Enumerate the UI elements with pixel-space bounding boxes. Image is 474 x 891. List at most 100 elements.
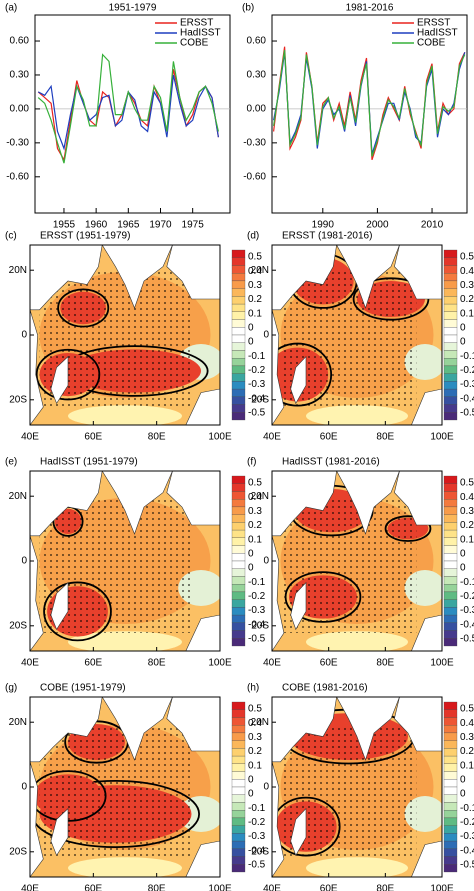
lat-label: 0 xyxy=(263,556,269,567)
colorbar-box xyxy=(231,358,246,367)
lat-label: 20S xyxy=(251,620,269,631)
colorbar-box xyxy=(443,327,458,336)
colorbar-box xyxy=(443,794,458,803)
colorbar-box xyxy=(231,864,246,873)
map-field xyxy=(30,471,220,651)
colorbar-box xyxy=(231,522,246,531)
lat-label: 0 xyxy=(21,782,27,793)
colorbar-label: 0.3 xyxy=(248,732,262,743)
lon-label: 100E xyxy=(430,884,454,891)
colorbar-box xyxy=(231,833,246,842)
colorbar-label: 0.2 xyxy=(460,746,474,757)
colorbar-box xyxy=(231,568,246,577)
colorbar-label: 0.5 xyxy=(248,478,262,489)
colorbar-box xyxy=(231,748,246,757)
map-field xyxy=(30,697,220,877)
colorbar-box xyxy=(443,709,458,718)
colorbar-box xyxy=(231,810,246,819)
colorbar-label: 0.2 xyxy=(248,520,262,531)
map-title: HadISST (1981-2016) xyxy=(282,457,380,468)
land xyxy=(336,697,400,761)
land xyxy=(272,697,337,763)
colorbar-box xyxy=(443,350,458,359)
colorbar-label: 0.3 xyxy=(248,280,262,291)
land xyxy=(411,388,442,425)
colorbar-box xyxy=(231,709,246,718)
colorbar-label: -0.4 xyxy=(248,845,266,856)
colorbar-label: -0.2 xyxy=(460,365,474,376)
colorbar-box xyxy=(443,607,458,616)
colorbar-label: 0.4 xyxy=(248,492,262,503)
map-title: ERSST (1981-2016) xyxy=(282,231,372,242)
colorbar-box xyxy=(443,568,458,577)
lon-label: 40E xyxy=(21,432,39,443)
lon-label: 80E xyxy=(148,658,166,669)
colorbar-box xyxy=(231,856,246,865)
sst-field-cool xyxy=(306,857,408,877)
colorbar-box xyxy=(231,288,246,297)
land xyxy=(50,807,69,857)
colorbar-box xyxy=(443,638,458,647)
land xyxy=(30,309,44,425)
colorbar-box xyxy=(443,545,458,554)
colorbar-label: -0.3 xyxy=(248,831,266,842)
plot-frame xyxy=(271,14,468,214)
colorbar-label: 0.5 xyxy=(248,252,262,263)
land xyxy=(30,697,103,763)
y-tick-label: 0.00 xyxy=(247,104,267,115)
colorbar-box xyxy=(231,614,246,623)
land xyxy=(101,471,173,535)
colorbar-box xyxy=(231,840,246,849)
x-tick-label: 1955 xyxy=(53,220,76,231)
colorbar-box xyxy=(231,280,246,289)
land xyxy=(272,761,285,877)
colorbar-label: -0.3 xyxy=(460,379,474,390)
lon-label: 60E xyxy=(84,884,102,891)
legend-label: HadISST xyxy=(180,28,221,39)
colorbar-box xyxy=(443,342,458,351)
colorbar-label: 0.4 xyxy=(460,266,474,277)
colorbar-box xyxy=(443,763,458,772)
colorbar-label: 0 xyxy=(248,775,254,786)
map-title: ERSST (1951-1979) xyxy=(40,231,130,242)
colorbar-box xyxy=(443,388,458,397)
x-tick-label: 1975 xyxy=(182,220,205,231)
colorbar-box xyxy=(231,794,246,803)
colorbar-box xyxy=(231,412,246,421)
colorbar-box xyxy=(443,591,458,600)
colorbar-box xyxy=(443,491,458,500)
map-panel: (h) COBE (1981-2016) 20N 0 20S 40E 60E 80E 100E 0… xyxy=(247,683,474,891)
colorbar-box xyxy=(443,802,458,811)
y-tick-label: -0.30 xyxy=(6,137,29,148)
colorbar-box xyxy=(231,817,246,826)
lon-label: 40E xyxy=(263,432,281,443)
lon-label: 100E xyxy=(208,658,232,669)
sst-field-cool xyxy=(68,857,182,877)
colorbar-box xyxy=(231,771,246,780)
colorbar-box xyxy=(443,537,458,546)
land xyxy=(272,245,337,311)
colorbar-box xyxy=(443,560,458,569)
colorbar-label: 0.1 xyxy=(248,760,262,771)
colorbar-label: 0.2 xyxy=(248,294,262,305)
colorbar-label: 0 xyxy=(460,337,466,348)
colorbar-box xyxy=(443,265,458,274)
colorbar-box xyxy=(443,817,458,826)
colorbar-box xyxy=(443,303,458,312)
colorbar-box xyxy=(443,810,458,819)
colorbar-box xyxy=(443,273,458,282)
colorbar-box xyxy=(231,732,246,741)
lon-label: 60E xyxy=(320,884,338,891)
colorbar-box xyxy=(443,732,458,741)
colorbar-box xyxy=(231,350,246,359)
series-line xyxy=(273,50,466,157)
y-tick-label: -0.60 xyxy=(6,171,29,182)
colorbar-label: 0.5 xyxy=(460,478,474,489)
colorbar-label: -0.1 xyxy=(248,577,266,588)
lon-label: 60E xyxy=(320,658,338,669)
colorbar-label: -0.4 xyxy=(460,619,474,630)
colorbar-box xyxy=(443,701,458,710)
colorbar-box xyxy=(443,599,458,608)
land xyxy=(394,245,442,300)
lon-label: 60E xyxy=(84,658,102,669)
